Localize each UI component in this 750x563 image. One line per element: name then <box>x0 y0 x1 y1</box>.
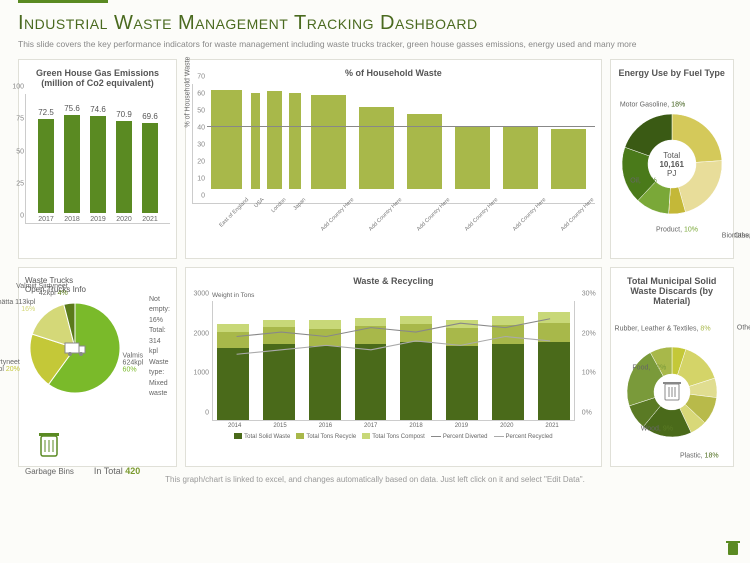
garbage-bins: Garbage Bins <box>25 430 74 476</box>
pie-label: Tekemätta 113kpl 16% <box>0 299 35 313</box>
panel-ghg: Green House Gas Emissions (million of Co… <box>18 59 177 259</box>
household-bar: East of England <box>207 90 246 203</box>
pie-label: Biomass, 0% <box>722 232 750 239</box>
pie-label: Valmiit Siirtyneet 42kpl 4% <box>0 283 68 297</box>
energy-title: Energy Use by Fuel Type <box>617 68 727 78</box>
ghg-bar: 75.62018 <box>64 104 80 223</box>
pie-label: Rubber, Leather & Textiles, 8% <box>615 326 711 333</box>
trucks-total: In Total 420 <box>94 466 140 476</box>
recycling-chart: 0100020003000 0%10%20%30% <box>192 301 595 421</box>
pie-label: Motor Gasoline, 18% <box>620 102 685 109</box>
recycling-bar <box>305 320 345 420</box>
ghg-chart: 0255075100 72.5201775.6201874.6201970.92… <box>25 94 170 224</box>
trash-icon <box>662 379 682 405</box>
pie-label: Tekemätta Siirtyneet 210kpl 20% <box>0 359 20 373</box>
pie-label: Valmis 624kpl 60% <box>123 353 145 374</box>
panel-trucks: Waste TrucksOpen Trucks Info Valmis 624k… <box>18 267 177 467</box>
recycling-bar <box>396 316 436 420</box>
household-bar: Add Country Here <box>451 126 495 203</box>
recycling-bar <box>488 316 528 420</box>
page-subtitle: This slide covers the key performance in… <box>18 39 732 49</box>
panel-discards: Total Municipal Solid Waste Discards (by… <box>610 267 734 467</box>
recycling-bar <box>259 320 299 420</box>
pie-label: Oil, 17% <box>630 178 656 185</box>
household-bar: Add Country Here <box>403 114 447 203</box>
bin-icon <box>37 430 61 460</box>
ghg-bar: 72.52017 <box>38 108 54 223</box>
recycling-legend: Total Solid WasteTotal Tons RecycleTotal… <box>192 433 595 443</box>
pie-label: Food, 22% <box>632 365 666 372</box>
recycling-bar <box>442 320 482 420</box>
recycling-bar <box>351 318 391 420</box>
household-title: % of Household Waste <box>192 68 595 78</box>
discards-title: Total Municipal Solid Waste Discards (by… <box>617 276 727 306</box>
trucks-info: Not empty: 16%Total: 314 kplWaste type: … <box>145 295 170 400</box>
household-bar: London <box>265 91 283 203</box>
recycling-bar <box>213 324 253 420</box>
recycling-title: Waste & Recycling <box>192 276 595 286</box>
household-bar: USA <box>250 93 261 203</box>
household-bar: Add Country Here <box>499 127 543 203</box>
energy-center: Total 10,161 PJ <box>659 151 683 178</box>
recycling-bar <box>534 312 574 420</box>
household-bar: Add Country Here <box>355 107 399 203</box>
panel-household: % of Household Waste % of Household Wast… <box>185 59 602 259</box>
recycling-weight-label: Weight in Tons <box>212 292 595 299</box>
pie-label: Product, 10% <box>656 227 698 234</box>
panel-recycling: Waste & Recycling Weight in Tons 0100020… <box>185 267 602 467</box>
pie-label: Others, 5% <box>737 324 750 331</box>
pie-label: Wood, 9% <box>641 425 673 432</box>
ghg-bar: 70.92020 <box>116 110 132 223</box>
panel-energy: Energy Use by Fuel Type Total 10,161 PJ … <box>610 59 734 259</box>
pie-label: Plastic, 18% <box>680 453 719 460</box>
household-bar: Add Country Here <box>547 129 591 203</box>
garbage-label: Garbage Bins <box>25 467 74 476</box>
ghg-bar: 74.62019 <box>90 105 106 223</box>
discards-donut: Others, 5%Paper & Paper Board, 15%Yard T… <box>617 312 727 472</box>
household-chart: 010203040506070 East of EnglandUSALondon… <box>192 84 595 204</box>
household-bar: Japan <box>288 93 303 203</box>
energy-donut: Total 10,161 PJ Natural Gas, 22%Sales, 2… <box>617 84 727 244</box>
page-title: Industrial Waste Management Tracking Das… <box>18 12 732 35</box>
ghg-bar: 69.62021 <box>142 112 158 223</box>
household-bar: Add Country Here <box>307 95 351 203</box>
ghg-title: Green House Gas Emissions (million of Co… <box>25 68 170 88</box>
corner-bin-icon <box>726 539 740 557</box>
footer-note: This graph/chart is linked to excel, and… <box>18 475 732 484</box>
dashboard-grid: Green House Gas Emissions (million of Co… <box>18 59 732 467</box>
trucks-pie: Valmis 624kpl 60%Tekemätta Siirtyneet 21… <box>25 298 145 418</box>
